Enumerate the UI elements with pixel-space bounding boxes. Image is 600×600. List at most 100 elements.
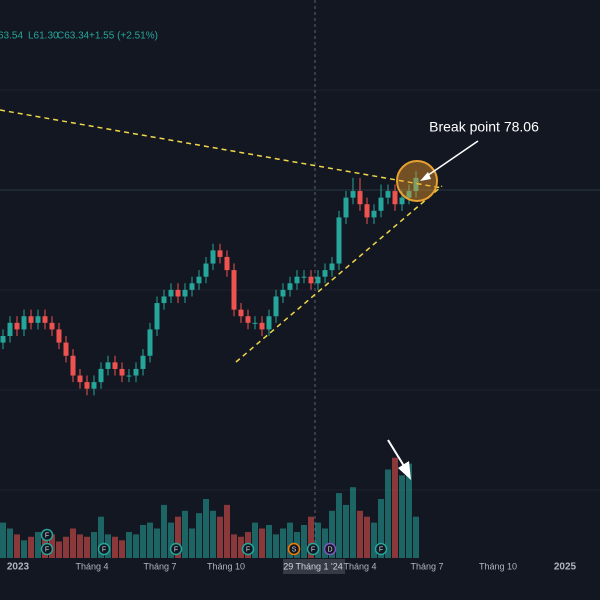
x-tick-label: Tháng 4	[343, 561, 376, 571]
volume-bar	[357, 510, 363, 558]
candle-body	[231, 270, 237, 310]
event-label: F	[102, 546, 106, 553]
candle-body	[357, 191, 363, 205]
volume-bar	[343, 504, 349, 558]
candle-body	[294, 276, 300, 284]
volume-bar	[217, 516, 223, 558]
volume-bar	[182, 510, 188, 558]
event-label: F	[311, 546, 315, 553]
candle-body	[266, 316, 272, 330]
candle-body	[28, 316, 34, 323]
grid	[0, 89, 600, 491]
candle-body	[49, 322, 55, 330]
break-circle	[396, 160, 438, 202]
candle-body	[350, 191, 356, 198]
candle-body	[329, 263, 335, 271]
candle-body	[245, 316, 251, 323]
x-tick-label: Tháng 10	[479, 561, 517, 571]
volume-bar	[252, 522, 258, 558]
volume-bar	[287, 522, 293, 558]
volume-bar	[203, 499, 209, 558]
volume-bar	[28, 536, 34, 558]
candle-body	[210, 250, 216, 264]
volume-bar	[154, 528, 160, 558]
arrow	[423, 140, 479, 179]
event-label: S	[292, 546, 297, 553]
candle-body	[371, 210, 377, 218]
candle-body	[182, 289, 188, 297]
candle-body	[35, 316, 41, 323]
candle-body	[14, 322, 20, 330]
event-label: F	[45, 532, 49, 539]
candle-body	[399, 197, 405, 205]
candle-body	[147, 329, 153, 356]
header-change: +1.55 (+2.51%)	[89, 31, 158, 42]
candle-body	[98, 368, 104, 383]
candle-body	[322, 270, 328, 277]
event-marker	[323, 542, 337, 556]
event-marker	[169, 542, 183, 556]
candle-body	[91, 382, 97, 389]
volume-bar	[329, 510, 335, 558]
volume-bar	[406, 463, 412, 558]
candle-body	[189, 283, 195, 290]
support-line	[235, 185, 443, 363]
annotation: Break point 78.06	[429, 119, 539, 135]
crosshair-label-box	[283, 559, 345, 574]
event-label: F	[45, 546, 49, 553]
volume-bar	[14, 534, 20, 558]
volume-bar	[91, 532, 97, 558]
event-marker	[40, 542, 54, 556]
volume-bar	[322, 528, 328, 558]
event-marker	[97, 542, 111, 556]
event-marker	[287, 542, 301, 556]
candle-body	[21, 316, 27, 330]
volume-bar	[7, 528, 13, 558]
event-label: F	[246, 546, 250, 553]
candle-body	[259, 322, 265, 330]
candle-body	[126, 375, 132, 377]
candle-body	[217, 250, 223, 257]
volume-bar	[175, 516, 181, 558]
candle-body	[154, 303, 160, 330]
price-layer	[0, 171, 419, 396]
event-label: F	[174, 546, 178, 553]
volume-bar	[189, 528, 195, 558]
volume-bar	[336, 493, 342, 558]
candle-body	[168, 289, 174, 297]
volume-arrow-head	[398, 461, 411, 480]
candle-body	[413, 177, 419, 192]
x-tick-label: 2025	[554, 562, 577, 573]
candle-body	[63, 342, 69, 356]
candle-body	[196, 276, 202, 284]
event-marker	[374, 542, 388, 556]
x-tick-label: Tháng 4	[75, 561, 108, 571]
x-tick-label: Tháng 10	[207, 561, 245, 571]
volume-bar	[350, 487, 356, 558]
volume-bar	[392, 457, 398, 558]
volume-bar	[196, 513, 202, 558]
candle-body	[385, 191, 391, 198]
volume-bar	[231, 534, 237, 558]
arrow-head	[420, 172, 431, 181]
candle-body	[175, 289, 181, 297]
volume-bar	[0, 522, 6, 558]
candle-body	[273, 296, 279, 317]
candle-body	[301, 276, 307, 278]
candle-body	[203, 263, 209, 277]
candle-body	[280, 289, 286, 297]
candle-body	[252, 322, 258, 324]
event-marker	[40, 528, 54, 542]
volume-bar	[308, 516, 314, 558]
volume-bar	[119, 540, 125, 558]
volume-bar	[280, 528, 286, 558]
candle-body	[343, 197, 349, 218]
candle-body	[161, 296, 167, 304]
candle-body	[336, 217, 342, 264]
volume-bar	[210, 510, 216, 558]
volume-bar	[224, 504, 230, 558]
volume-bar	[364, 516, 370, 558]
candle-body	[133, 368, 139, 376]
